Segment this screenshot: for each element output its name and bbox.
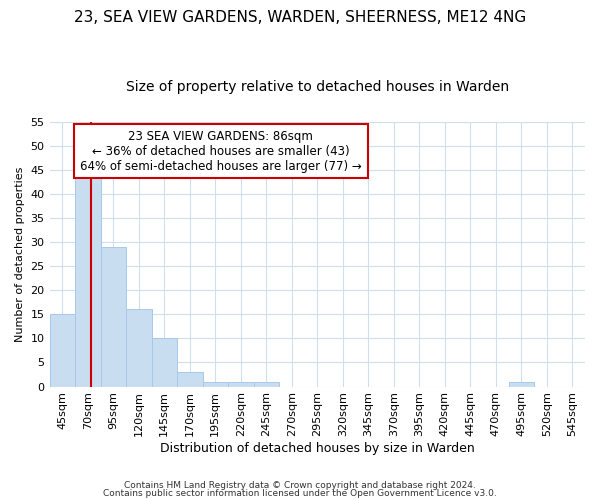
Bar (228, 382, 254, 386)
Bar (203, 382, 228, 386)
Text: Contains public sector information licensed under the Open Government Licence v3: Contains public sector information licen… (103, 488, 497, 498)
Title: Size of property relative to detached houses in Warden: Size of property relative to detached ho… (126, 80, 509, 94)
Bar (509, 382, 534, 386)
X-axis label: Distribution of detached houses by size in Warden: Distribution of detached houses by size … (160, 442, 475, 455)
Text: 23 SEA VIEW GARDENS: 86sqm
← 36% of detached houses are smaller (43)
64% of semi: 23 SEA VIEW GARDENS: 86sqm ← 36% of deta… (80, 130, 362, 172)
Bar (152, 338, 177, 386)
Bar (50, 314, 75, 386)
Bar (254, 382, 279, 386)
Bar (101, 247, 126, 386)
Text: 23, SEA VIEW GARDENS, WARDEN, SHEERNESS, ME12 4NG: 23, SEA VIEW GARDENS, WARDEN, SHEERNESS,… (74, 10, 526, 25)
Bar (75, 174, 101, 386)
Text: Contains HM Land Registry data © Crown copyright and database right 2024.: Contains HM Land Registry data © Crown c… (124, 481, 476, 490)
Y-axis label: Number of detached properties: Number of detached properties (15, 166, 25, 342)
Bar (177, 372, 203, 386)
Bar (126, 310, 152, 386)
